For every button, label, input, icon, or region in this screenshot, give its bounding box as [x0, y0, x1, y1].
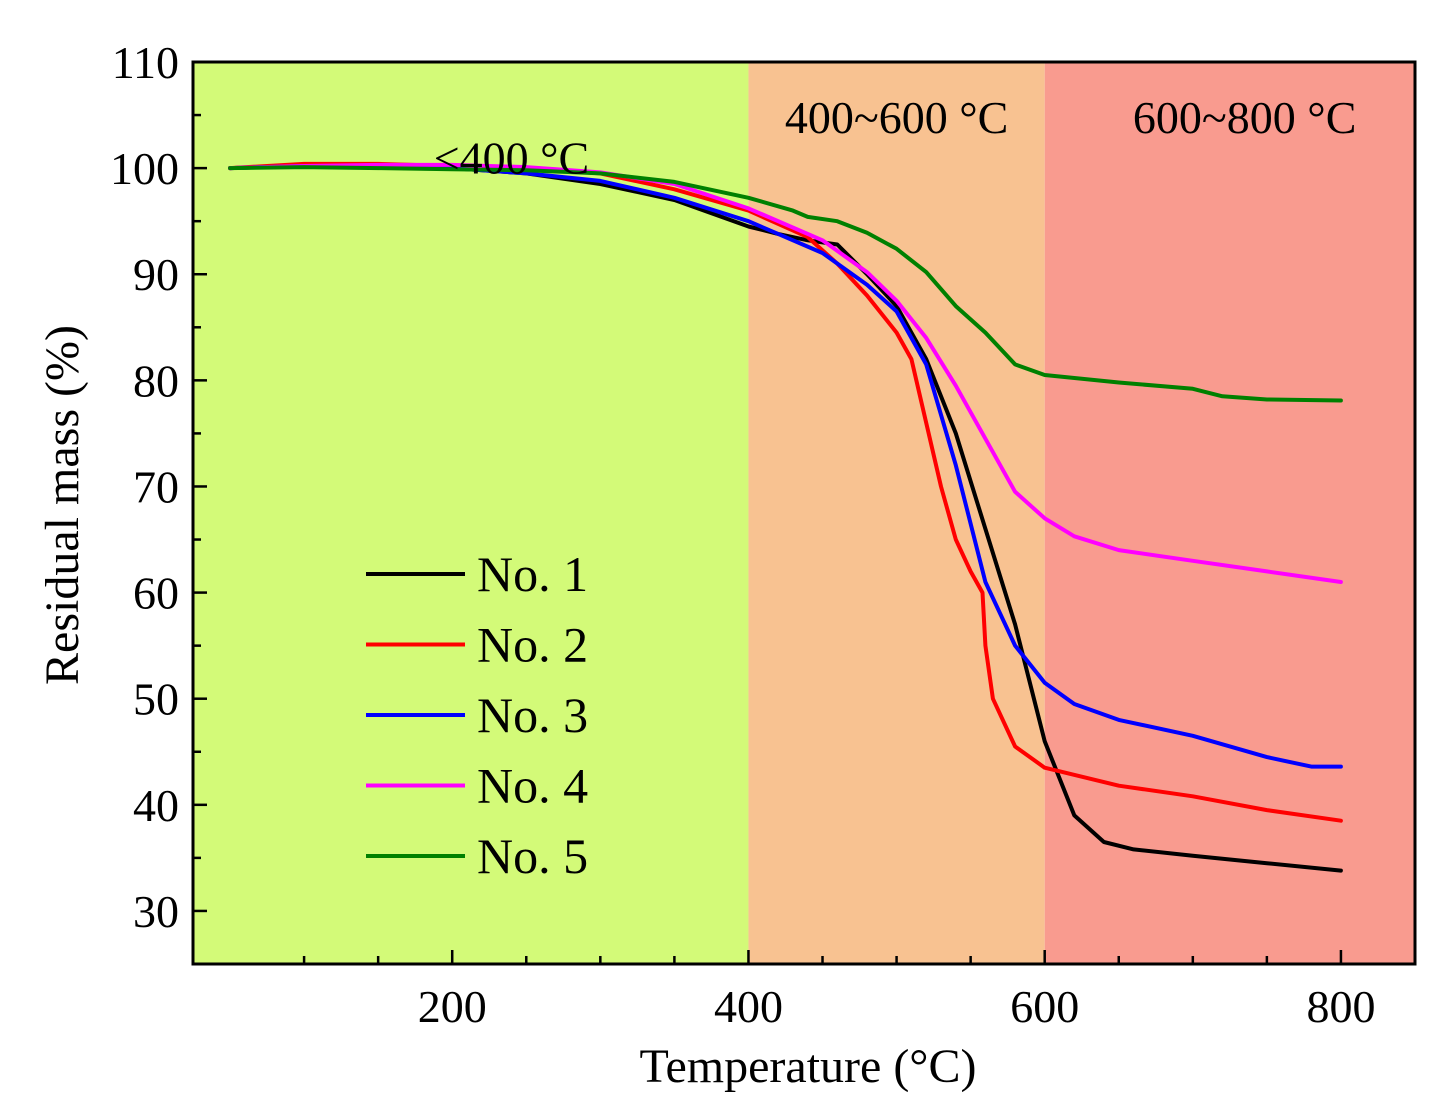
region-label-2: 400~600 °C — [785, 92, 1008, 143]
y-tick-label: 50 — [133, 674, 179, 725]
y-tick-label: 80 — [133, 355, 179, 406]
series-line-5 — [228, 165, 1343, 403]
region-label-1: <400 °C — [434, 133, 590, 184]
y-tick-label: 60 — [133, 568, 179, 619]
legend-label-2: No. 2 — [477, 617, 588, 673]
y-tick-label: 40 — [133, 780, 179, 831]
x-tick-label: 400 — [714, 981, 783, 1032]
region-band-1 — [193, 62, 749, 964]
y-axis-title: Residual mass (%) — [36, 325, 89, 685]
region-band-2 — [748, 62, 1045, 964]
legend-label-3: No. 3 — [477, 687, 588, 743]
y-tick-label: 100 — [110, 143, 179, 194]
x-tick-label: 800 — [1306, 981, 1375, 1032]
y-tick-label: 90 — [133, 249, 179, 300]
x-tick-label: 200 — [418, 981, 487, 1032]
plot-frame — [191, 60, 1417, 966]
legend-label-1: No. 1 — [477, 546, 588, 602]
series-line-4 — [228, 162, 1343, 584]
region-band-3 — [1044, 62, 1415, 964]
region-label-3: 600~800 °C — [1133, 92, 1356, 143]
y-tick-label: 70 — [133, 461, 179, 512]
y-tick-label: 110 — [112, 37, 179, 88]
x-axis-title: Temperature (°C) — [639, 1040, 976, 1093]
legend-label-4: No. 4 — [477, 758, 588, 814]
x-tick-label: 600 — [1010, 981, 1079, 1032]
legend-label-5: No. 5 — [477, 828, 588, 884]
y-tick-label: 30 — [133, 886, 179, 937]
